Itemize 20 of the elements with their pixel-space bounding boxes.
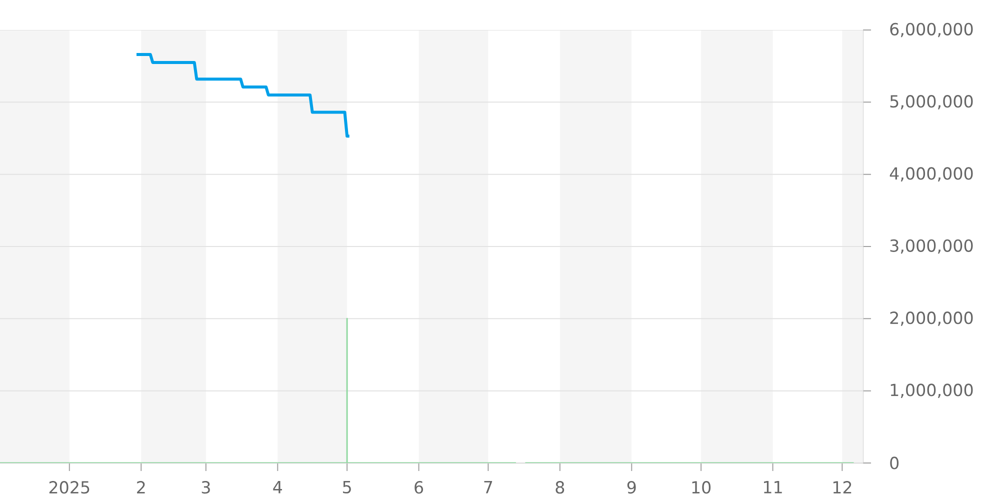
x-tick-label: 2025 [49,481,90,494]
line-series [135,53,351,138]
x-tick-label: 11 [764,481,782,494]
x-tick-label: 5 [343,481,351,494]
x-tick-label: 2 [137,481,145,494]
x-tick-label: 3 [202,481,210,494]
y-tick-label: 6,000,000 [890,22,973,38]
x-tick-label: 9 [627,481,636,494]
y-tick-label: 1,000,000 [890,384,973,398]
y-tick-label: 0 [890,456,899,470]
x-tick-label: 12 [833,481,852,494]
x-tick-label: 10 [692,481,711,494]
x-tick-label: 7 [484,481,492,494]
x-tick-label: 6 [414,481,424,494]
y-tick-label: 5,000,000 [890,95,973,110]
y-tick-label: 2,000,000 [890,312,973,326]
x-tick-label: 8 [556,481,564,494]
y-tick-label: 4,000,000 [890,167,973,182]
y-tick-label: 3,000,000 [890,239,973,254]
x-tick-label: 4 [273,481,282,494]
